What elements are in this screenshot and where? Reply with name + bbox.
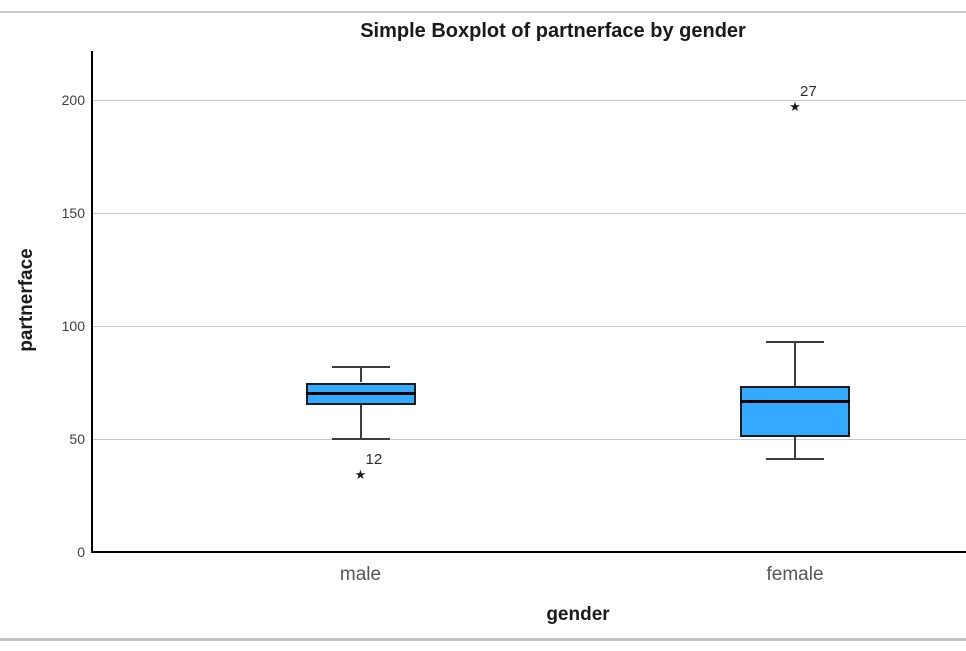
lower-whisker-line bbox=[359, 405, 362, 439]
x-axis-title: gender bbox=[546, 604, 610, 625]
lower-whisker-cap bbox=[766, 458, 824, 461]
y-axis-line bbox=[91, 51, 93, 553]
lower-whisker-cap bbox=[331, 438, 390, 440]
y-tick-label: 50 bbox=[69, 431, 85, 447]
outlier-star-icon: ★ bbox=[354, 467, 367, 483]
chart-title: Simple Boxplot of partnerface by gender bbox=[360, 20, 746, 42]
y-gridline bbox=[93, 325, 966, 327]
y-gridline bbox=[93, 212, 966, 214]
output-top-divider bbox=[0, 11, 966, 13]
upper-whisker-line bbox=[359, 366, 362, 383]
outlier-case-label: 12 bbox=[365, 451, 383, 469]
upper-whisker-cap bbox=[766, 340, 824, 343]
lower-whisker-line bbox=[794, 436, 796, 460]
upper-whisker-line bbox=[794, 341, 796, 386]
boxplot-box-female bbox=[740, 385, 850, 437]
y-tick-label: 150 bbox=[61, 205, 85, 221]
outlier-case-label: 27 bbox=[800, 82, 817, 100]
x-category-label-female: female bbox=[766, 564, 824, 585]
output-bottom-divider bbox=[0, 638, 966, 641]
y-gridline bbox=[93, 99, 966, 101]
y-tick-label: 0 bbox=[77, 544, 85, 560]
plot-area[interactable]: ★ 12 ★ 27 bbox=[93, 51, 966, 552]
y-tick-label: 100 bbox=[61, 318, 85, 334]
upper-whisker-cap bbox=[331, 365, 390, 368]
x-category-label-male: male bbox=[339, 564, 382, 585]
x-axis-line bbox=[91, 551, 966, 553]
median-line bbox=[305, 392, 416, 396]
y-tick-label: 200 bbox=[61, 92, 85, 108]
y-axis-title: partnerface bbox=[16, 248, 37, 352]
y-gridline bbox=[93, 438, 966, 440]
outlier-star-icon: ★ bbox=[789, 98, 801, 114]
median-line bbox=[740, 400, 850, 404]
